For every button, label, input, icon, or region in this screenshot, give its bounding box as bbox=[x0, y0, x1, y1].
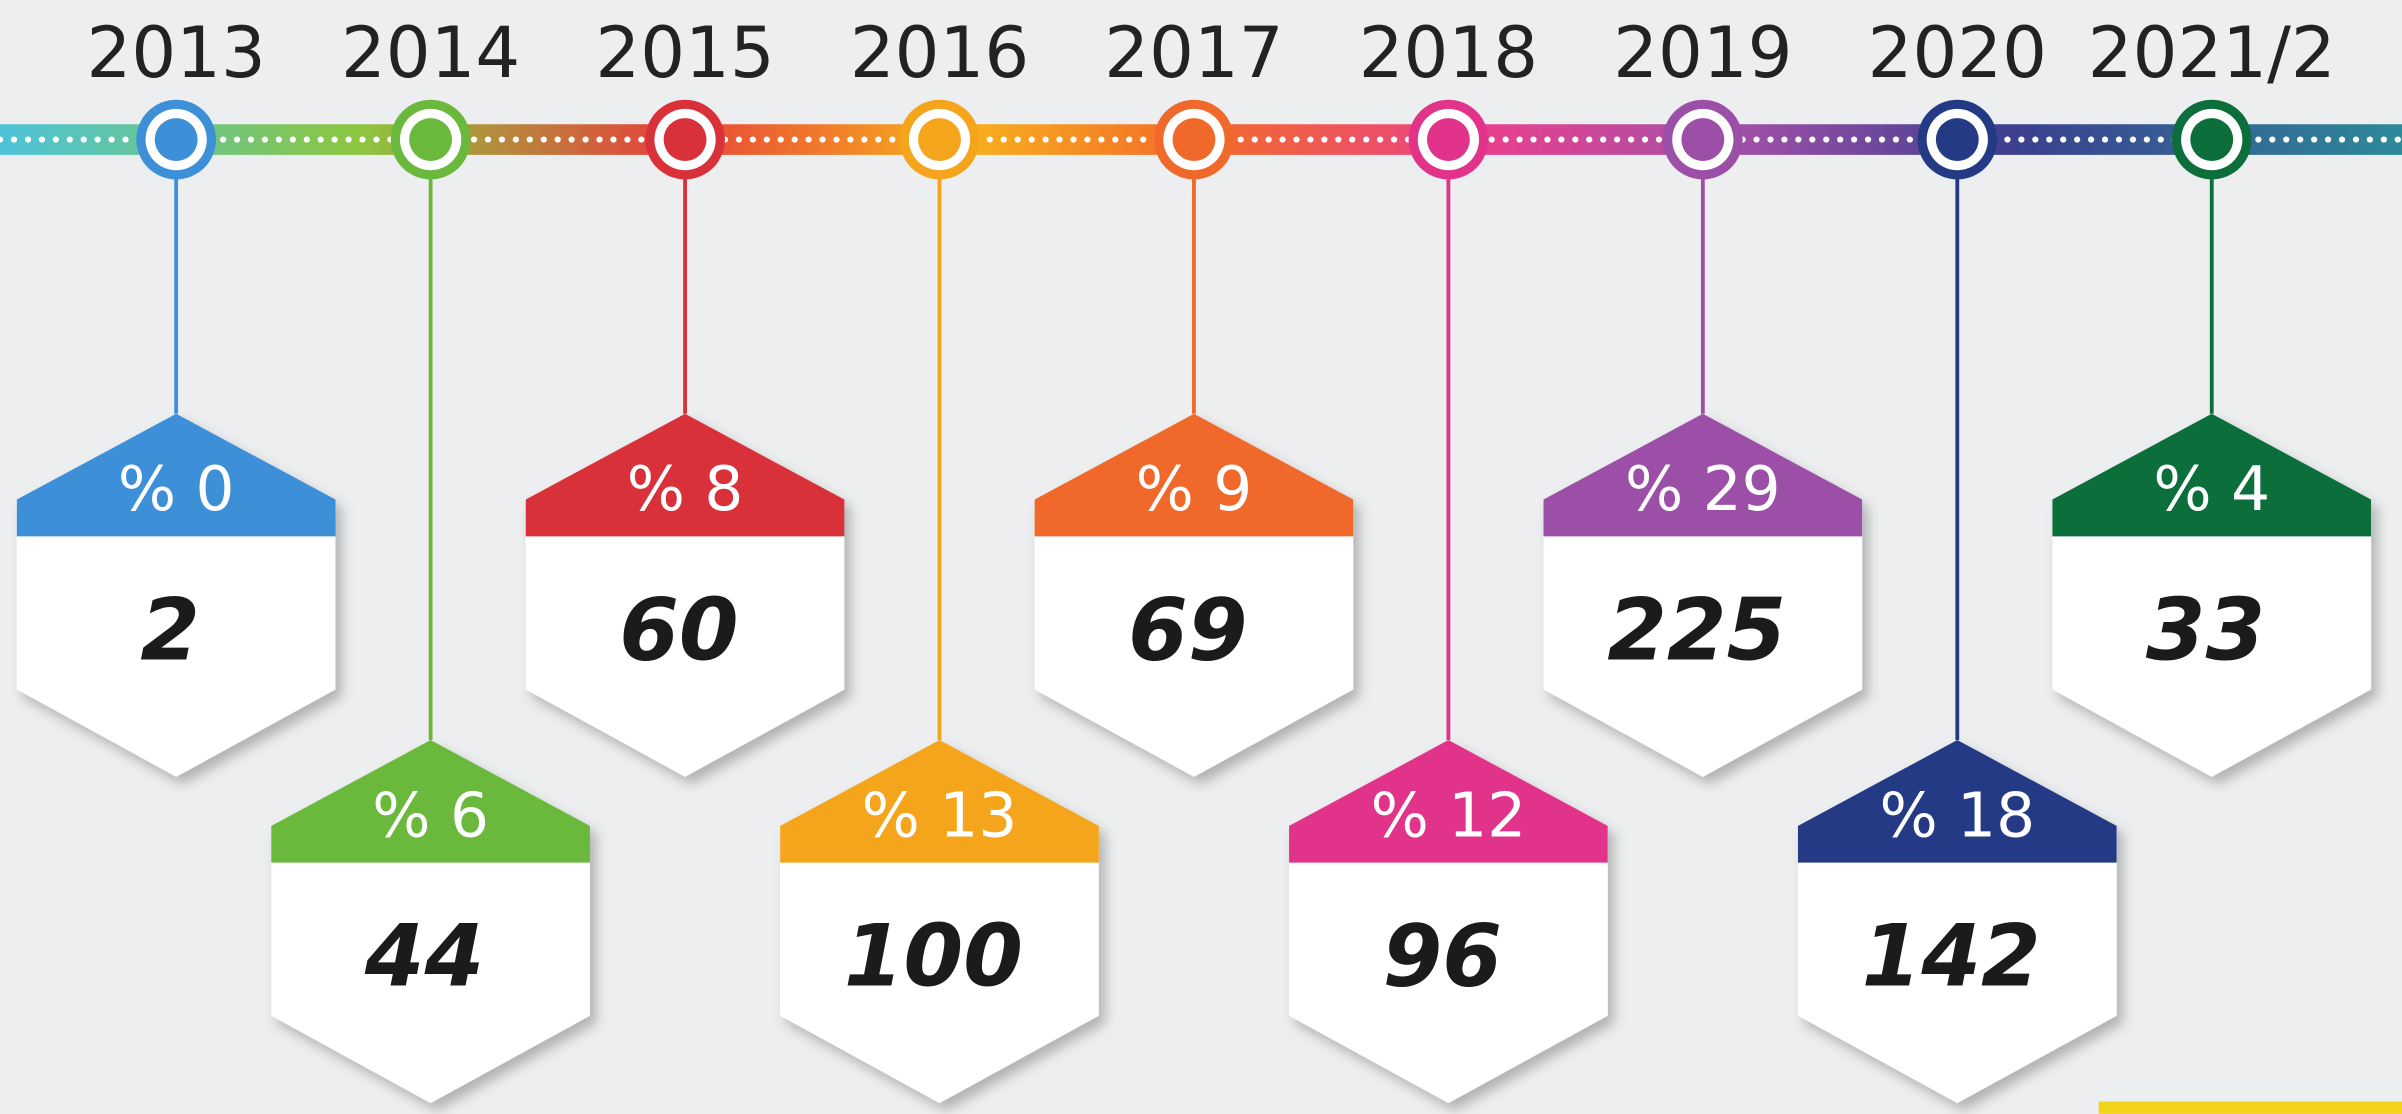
count-label: 96 bbox=[1383, 907, 1502, 1007]
year-label: 2014 bbox=[341, 12, 520, 94]
share-label: % 8 bbox=[627, 454, 744, 525]
node-dot bbox=[1426, 118, 1470, 162]
share-label: % 13 bbox=[862, 780, 1018, 851]
count-label: 60 bbox=[619, 580, 738, 680]
share-label: % 18 bbox=[1879, 780, 2035, 851]
count-label: 44 bbox=[364, 907, 484, 1007]
node-dot bbox=[1681, 118, 1725, 162]
year-label: 2015 bbox=[595, 12, 774, 94]
hexagon-header bbox=[525, 413, 845, 537]
nodes: 2013 % 0 2 2014 % 6 44 2015 % 8 60 2016 % 13 100 201… bbox=[16, 12, 2372, 1104]
year-label: 2016 bbox=[850, 12, 1029, 94]
hexagon-header bbox=[271, 740, 590, 863]
year-label: 2019 bbox=[1613, 12, 1792, 94]
share-label: % 0 bbox=[118, 454, 235, 525]
year-label: 2017 bbox=[1104, 12, 1283, 94]
share-label: % 9 bbox=[1136, 454, 1253, 525]
count-label: 142 bbox=[1862, 907, 2041, 1007]
node-dot bbox=[154, 118, 198, 162]
node-dot bbox=[918, 118, 961, 162]
count-label: 100 bbox=[844, 907, 1023, 1007]
node-dot bbox=[409, 118, 453, 162]
count-label: 225 bbox=[1607, 580, 1786, 680]
hexagon-header bbox=[1797, 740, 2117, 863]
hexagon-header bbox=[1034, 413, 1354, 537]
node-dot bbox=[2190, 118, 2234, 162]
share-label: % 4 bbox=[2153, 454, 2270, 525]
hexagon-header bbox=[1543, 413, 1863, 537]
year-label: 2013 bbox=[87, 12, 266, 94]
count-label: 2 bbox=[140, 580, 200, 680]
share-label: % 29 bbox=[1625, 454, 1781, 525]
hexagon-header bbox=[16, 413, 336, 537]
hexagon-header bbox=[780, 740, 1099, 863]
year-label: 2018 bbox=[1359, 12, 1538, 94]
share-label: % 6 bbox=[372, 780, 489, 851]
corner-accent bbox=[2098, 1101, 2402, 1114]
node-dot bbox=[1935, 118, 1979, 162]
count-label: 69 bbox=[1128, 580, 1247, 680]
year-label: 2021/2 bbox=[2088, 12, 2336, 94]
year-label: 2020 bbox=[1868, 12, 2047, 94]
node-dot bbox=[1172, 118, 1216, 162]
share-label: % 12 bbox=[1371, 780, 1527, 851]
count-label: 33 bbox=[2146, 580, 2265, 680]
node-dot bbox=[663, 118, 707, 162]
hexagon-header bbox=[2052, 413, 2372, 537]
hexagon-header bbox=[1289, 740, 1608, 863]
